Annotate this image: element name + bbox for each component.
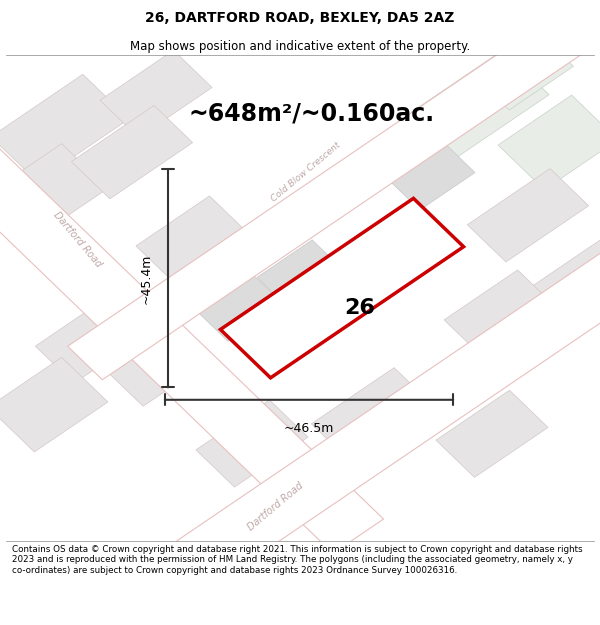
Polygon shape xyxy=(311,368,433,461)
Polygon shape xyxy=(0,222,600,625)
Polygon shape xyxy=(257,240,343,307)
Polygon shape xyxy=(71,106,193,199)
Polygon shape xyxy=(444,270,564,364)
Text: ~648m²/~0.160ac.: ~648m²/~0.160ac. xyxy=(189,101,435,125)
Text: 26: 26 xyxy=(344,298,376,318)
Polygon shape xyxy=(0,13,383,553)
Polygon shape xyxy=(349,213,443,286)
Text: Dartford Road: Dartford Road xyxy=(52,210,104,269)
Polygon shape xyxy=(196,400,308,487)
Polygon shape xyxy=(0,144,108,238)
Text: ~45.4m: ~45.4m xyxy=(140,253,153,304)
Polygon shape xyxy=(100,50,212,138)
Text: 26, DARTFORD ROAD, BEXLEY, DA5 2AZ: 26, DARTFORD ROAD, BEXLEY, DA5 2AZ xyxy=(145,11,455,25)
Text: Map shows position and indicative extent of the property.: Map shows position and indicative extent… xyxy=(130,39,470,52)
Text: Cold Blow Crescent: Cold Blow Crescent xyxy=(269,140,343,203)
Polygon shape xyxy=(467,169,589,262)
Polygon shape xyxy=(104,326,208,406)
Polygon shape xyxy=(68,22,580,380)
Polygon shape xyxy=(498,95,600,190)
Polygon shape xyxy=(220,198,464,378)
Polygon shape xyxy=(35,290,157,383)
Polygon shape xyxy=(511,238,600,338)
Polygon shape xyxy=(411,50,549,157)
Polygon shape xyxy=(0,74,129,181)
Polygon shape xyxy=(389,142,475,210)
Polygon shape xyxy=(0,357,108,452)
Polygon shape xyxy=(470,29,574,110)
Text: Contains OS data © Crown copyright and database right 2021. This information is : Contains OS data © Crown copyright and d… xyxy=(12,545,583,574)
Polygon shape xyxy=(136,196,248,283)
Polygon shape xyxy=(197,274,283,341)
Polygon shape xyxy=(436,390,548,478)
Text: Dartford Road: Dartford Road xyxy=(247,481,305,532)
Text: ~46.5m: ~46.5m xyxy=(284,422,334,434)
